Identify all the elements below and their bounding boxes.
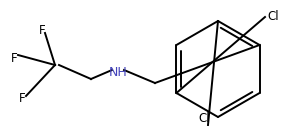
Text: F: F — [39, 25, 45, 38]
Text: Cl: Cl — [267, 11, 279, 24]
Text: Cl: Cl — [198, 112, 210, 125]
Text: NH: NH — [108, 65, 127, 79]
Text: F: F — [11, 52, 17, 65]
Text: F: F — [19, 92, 25, 105]
